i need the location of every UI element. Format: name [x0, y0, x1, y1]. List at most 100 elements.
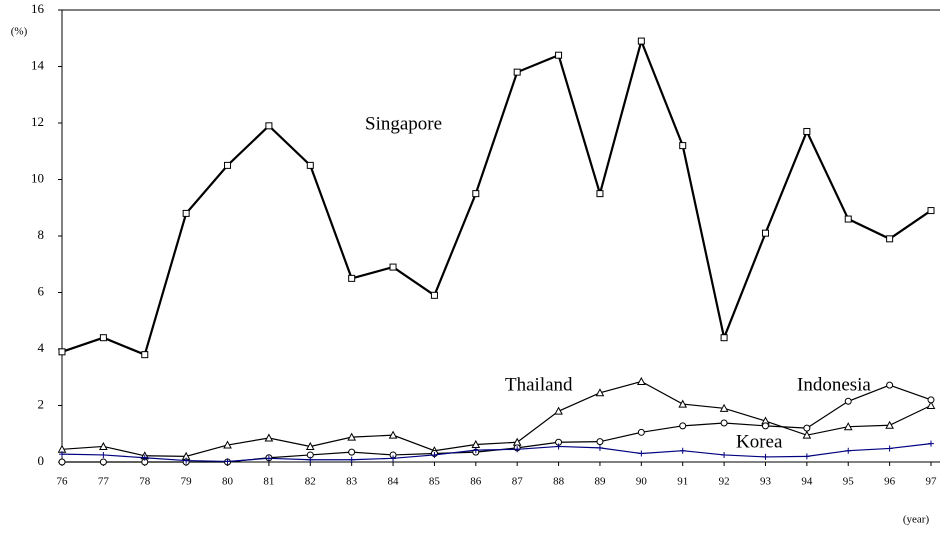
series-label: Singapore [365, 113, 442, 134]
marker [265, 455, 272, 462]
marker [347, 432, 357, 441]
marker [58, 348, 66, 356]
series-label: Korea [736, 431, 783, 452]
marker [390, 455, 397, 462]
marker [595, 388, 605, 397]
marker [803, 424, 811, 432]
marker [431, 451, 438, 458]
marker [141, 351, 149, 359]
marker [720, 419, 728, 427]
marker [224, 161, 232, 169]
x-tick-label: 95 [843, 476, 855, 488]
x-tick-label: 92 [719, 476, 730, 488]
marker [679, 142, 687, 150]
x-tick-label: 76 [57, 476, 69, 488]
y-tick-label: 6 [38, 283, 45, 298]
marker [927, 396, 935, 404]
marker [99, 334, 107, 342]
marker [305, 441, 315, 450]
marker [679, 447, 686, 454]
marker [927, 207, 935, 215]
marker [678, 399, 688, 408]
y-tick-label: 4 [38, 340, 45, 355]
marker [928, 440, 934, 447]
marker [100, 451, 107, 458]
marker [59, 451, 65, 458]
marker [389, 263, 397, 271]
marker [844, 215, 852, 223]
x-tick-label: 81 [263, 476, 274, 488]
x-tick-label: 78 [139, 476, 151, 488]
x-tick-label: 84 [388, 476, 400, 488]
marker [844, 397, 852, 405]
marker [183, 457, 190, 464]
marker [637, 37, 645, 45]
marker [638, 450, 645, 457]
marker [348, 456, 355, 463]
series-label: Thailand [505, 374, 573, 395]
marker [761, 422, 769, 430]
marker [886, 445, 893, 452]
marker [926, 400, 936, 409]
x-tick-label: 88 [553, 476, 565, 488]
series-line [62, 384, 932, 463]
y-tick-label: 2 [38, 396, 45, 411]
y-tick-label: 16 [31, 1, 45, 16]
y-tick-label: 12 [31, 114, 44, 129]
marker [141, 454, 148, 461]
x-tick-label: 97 [926, 476, 938, 488]
marker [306, 161, 314, 169]
marker [514, 446, 521, 453]
marker [388, 430, 398, 439]
marker [307, 456, 314, 463]
x-tick-label: 82 [305, 476, 316, 488]
marker [843, 422, 853, 431]
marker [99, 458, 107, 466]
marker [58, 458, 66, 466]
x-axis-label: (year) [903, 514, 930, 526]
x-tick-label: 91 [677, 476, 688, 488]
marker [265, 122, 273, 130]
marker [761, 229, 769, 237]
marker [596, 438, 604, 446]
marker [637, 428, 645, 436]
marker [596, 444, 603, 451]
marker [845, 447, 852, 454]
marker [679, 422, 687, 430]
marker [719, 403, 729, 412]
marker [348, 448, 356, 456]
y-tick-label: 0 [38, 453, 45, 468]
x-tick-label: 83 [346, 476, 358, 488]
marker [720, 334, 728, 342]
x-tick-label: 87 [512, 476, 524, 488]
x-tick-label: 90 [636, 476, 648, 488]
x-tick-label: 77 [98, 476, 110, 488]
marker [721, 451, 728, 458]
y-tick-label: 14 [31, 57, 45, 72]
marker [802, 430, 812, 439]
marker [636, 376, 646, 385]
series-label: Indonesia [797, 374, 871, 395]
series-line [61, 443, 932, 463]
marker [182, 209, 190, 217]
marker [348, 274, 356, 282]
marker [803, 127, 811, 135]
marker [596, 190, 604, 198]
marker [762, 453, 769, 460]
marker [513, 68, 521, 76]
x-tick-label: 79 [181, 476, 193, 488]
marker [886, 235, 894, 243]
x-tick-label: 93 [760, 476, 772, 488]
x-tick-label: 94 [801, 476, 813, 488]
y-tick-label: 10 [31, 170, 44, 185]
series-line [61, 37, 932, 357]
marker [554, 406, 563, 415]
series-line [61, 380, 932, 457]
marker [555, 443, 562, 450]
x-tick-label: 85 [429, 476, 441, 488]
marker [224, 458, 231, 465]
marker [803, 453, 810, 460]
marker [886, 381, 894, 389]
